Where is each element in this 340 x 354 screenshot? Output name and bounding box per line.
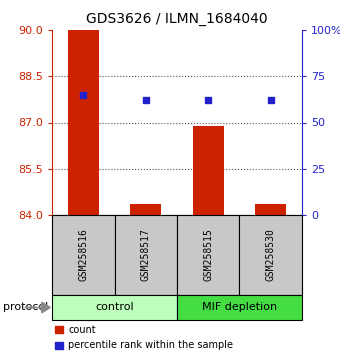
Title: GDS3626 / ILMN_1684040: GDS3626 / ILMN_1684040 — [86, 12, 268, 26]
Bar — [255, 204, 286, 215]
Text: percentile rank within the sample: percentile rank within the sample — [68, 341, 233, 350]
Text: GSM258517: GSM258517 — [141, 229, 151, 281]
Text: GSM258515: GSM258515 — [203, 229, 213, 281]
Text: control: control — [95, 303, 134, 313]
Text: GSM258516: GSM258516 — [78, 229, 88, 281]
Bar — [193, 126, 224, 215]
Text: MIF depletion: MIF depletion — [202, 303, 277, 313]
Bar — [68, 30, 99, 215]
Text: protocol: protocol — [3, 303, 49, 313]
Text: count: count — [68, 325, 96, 335]
Bar — [130, 204, 162, 215]
Text: GSM258530: GSM258530 — [266, 229, 276, 281]
